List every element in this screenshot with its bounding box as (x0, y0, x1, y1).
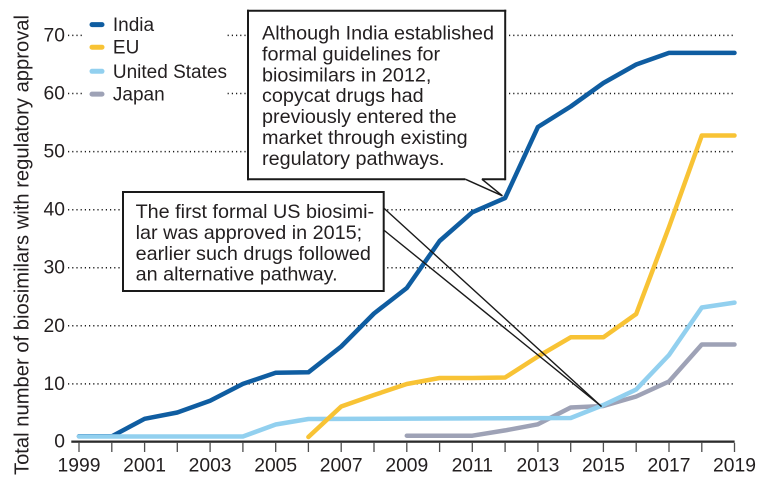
svg-text:2015: 2015 (582, 456, 625, 477)
svg-text:2017: 2017 (648, 456, 691, 477)
svg-text:India: India (113, 15, 155, 36)
svg-text:EU: EU (113, 38, 139, 59)
svg-text:Japan: Japan (113, 85, 165, 106)
svg-text:0: 0 (54, 432, 65, 453)
svg-text:an alternative pathway.: an alternative pathway. (136, 264, 338, 286)
svg-text:20: 20 (44, 316, 65, 337)
svg-text:previously entered the: previously entered the (262, 106, 457, 128)
svg-text:70: 70 (44, 25, 65, 46)
svg-text:2013: 2013 (516, 456, 559, 477)
svg-text:Total number of biosimilars wi: Total number of biosimilars with regulat… (12, 15, 34, 475)
svg-text:1999: 1999 (58, 456, 101, 477)
svg-text:formal guidelines for: formal guidelines for (262, 43, 441, 65)
svg-text:Although India established: Although India established (262, 23, 494, 45)
svg-text:50: 50 (44, 142, 65, 163)
svg-text:2003: 2003 (189, 456, 232, 477)
svg-text:2005: 2005 (254, 456, 297, 477)
svg-text:lar was approved in 2015;: lar was approved in 2015; (136, 222, 363, 244)
svg-text:biosimilars in 2012,: biosimilars in 2012, (262, 64, 431, 86)
svg-text:40: 40 (44, 200, 65, 221)
svg-text:60: 60 (44, 84, 65, 105)
svg-text:United States: United States (113, 62, 227, 83)
svg-text:copycat drugs had: copycat drugs had (262, 85, 424, 107)
svg-text:The first formal US biosimi-: The first formal US biosimi- (136, 201, 375, 223)
svg-text:2019: 2019 (713, 456, 756, 477)
svg-text:30: 30 (44, 258, 65, 279)
svg-text:earlier such drugs followed: earlier such drugs followed (136, 243, 371, 265)
svg-text:10: 10 (44, 374, 65, 395)
svg-text:market through existing: market through existing (262, 127, 468, 149)
svg-text:2009: 2009 (385, 456, 428, 477)
svg-text:2011: 2011 (452, 456, 493, 477)
svg-text:2007: 2007 (320, 456, 363, 477)
svg-text:2001: 2001 (123, 456, 166, 477)
svg-text:regulatory pathways.: regulatory pathways. (262, 148, 445, 170)
